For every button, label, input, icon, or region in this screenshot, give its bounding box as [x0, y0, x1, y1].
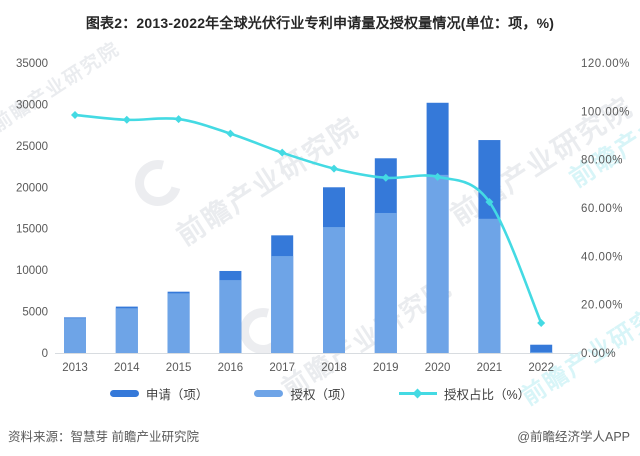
credit-note: @前瞻经济学人APP — [517, 430, 630, 444]
left-axis-tick: 35000 — [16, 58, 48, 70]
x-axis-label-2013: 2013 — [62, 362, 88, 374]
bar-authorization-2022 — [530, 352, 553, 353]
bar-authorization-2015 — [167, 293, 190, 353]
bar-authorization-2018 — [323, 227, 345, 353]
right-axis-tick: 80.00% — [581, 155, 623, 167]
ratio-marker-2022 — [537, 319, 546, 328]
x-axis-label-2015: 2015 — [166, 362, 192, 374]
left-axis-tick: 20000 — [16, 182, 48, 194]
ratio-marker-2013 — [71, 110, 79, 119]
ratio-diamond-marker-icon — [412, 388, 423, 399]
right-axis-tick: 0.00% — [581, 348, 616, 360]
chart-title: 图表2：2013-2022年全球光伏行业专利申请量及授权量情况(单位：项，%) — [85, 15, 555, 31]
ratio-line-swatch-icon — [398, 388, 437, 399]
left-axis-tick: 0 — [42, 348, 48, 360]
legend-item-application: 申请（项） — [109, 384, 209, 403]
x-axis-label-2020: 2020 — [425, 362, 451, 374]
authorization-swatch-icon — [254, 390, 284, 397]
bar-authorization-2017 — [271, 256, 294, 353]
bar-application-2022 — [530, 344, 553, 353]
x-axis-label-2021: 2021 — [477, 362, 503, 374]
bar-authorization-2021 — [478, 218, 501, 353]
bar-authorization-2014 — [115, 308, 138, 353]
ratio-marker-2014 — [122, 115, 131, 124]
x-axis-label-2017: 2017 — [269, 362, 295, 374]
ratio-marker-2021 — [485, 197, 494, 206]
legend-label-application: 申请（项） — [145, 388, 209, 402]
ratio-marker-2016 — [226, 129, 235, 138]
left-axis-tick: 15000 — [16, 224, 48, 236]
ratio-marker-2019 — [381, 173, 390, 182]
bar-authorization-2013 — [64, 318, 86, 353]
bar-authorization-2019 — [374, 212, 397, 353]
right-axis-tick: 60.00% — [581, 203, 623, 215]
x-axis-label-2016: 2016 — [218, 362, 244, 374]
bar-authorization-2020 — [426, 174, 449, 353]
ratio-marker-2015 — [174, 115, 183, 124]
x-axis-label-2022: 2022 — [528, 362, 554, 374]
ratio-marker-2020 — [433, 172, 442, 181]
x-axis-label-2018: 2018 — [321, 362, 347, 374]
right-axis-tick: 40.00% — [581, 251, 623, 263]
right-axis-tick: 20.00% — [581, 300, 623, 312]
left-axis-tick: 10000 — [16, 265, 48, 277]
right-axis-tick: 100.00% — [581, 106, 630, 118]
footer: 资料来源：智慧芽 前瞻产业研究院 @前瞻经济学人APP — [0, 426, 640, 445]
chart-area: 0 5000 10000 15000 20000 25000 30000 35000 0.00%… — [0, 40, 640, 380]
bar-authorization-2016 — [219, 280, 242, 353]
x-axis-label-2019: 2019 — [373, 362, 399, 374]
ratio-marker-2018 — [330, 164, 338, 173]
ratio-line — [73, 113, 543, 325]
right-axis-tick: 120.00% — [581, 58, 630, 70]
left-axis-tick: 30000 — [16, 99, 48, 111]
legend-item-ratio: 授权占比（%） — [398, 384, 531, 403]
chart-canvas: 0 5000 10000 15000 20000 25000 30000 35000 0.00%… — [16, 58, 630, 374]
left-axis-tick: 5000 — [22, 307, 48, 319]
legend-label-ratio: 授权占比（%） — [443, 388, 531, 402]
legend-item-authorization: 授权（项） — [254, 384, 353, 403]
chart-legend: 申请（项） 授权（项） 授权占比（%） — [0, 384, 640, 403]
application-swatch-icon — [109, 390, 139, 397]
source-note: 资料来源：智慧芽 前瞻产业研究院 — [8, 430, 199, 444]
legend-label-authorization: 授权（项） — [290, 388, 353, 402]
left-axis-tick: 25000 — [16, 141, 48, 153]
x-axis-label-2014: 2014 — [114, 362, 140, 374]
ratio-marker-2017 — [278, 148, 287, 157]
